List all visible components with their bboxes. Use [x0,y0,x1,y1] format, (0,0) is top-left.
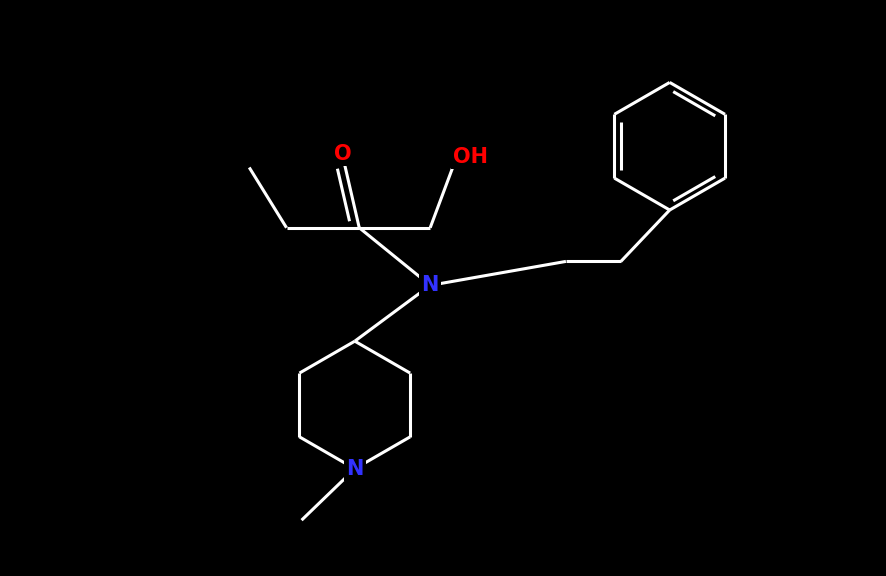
Text: N: N [346,458,363,479]
Text: N: N [421,275,439,295]
Text: OH: OH [453,147,488,167]
Text: O: O [334,144,352,164]
